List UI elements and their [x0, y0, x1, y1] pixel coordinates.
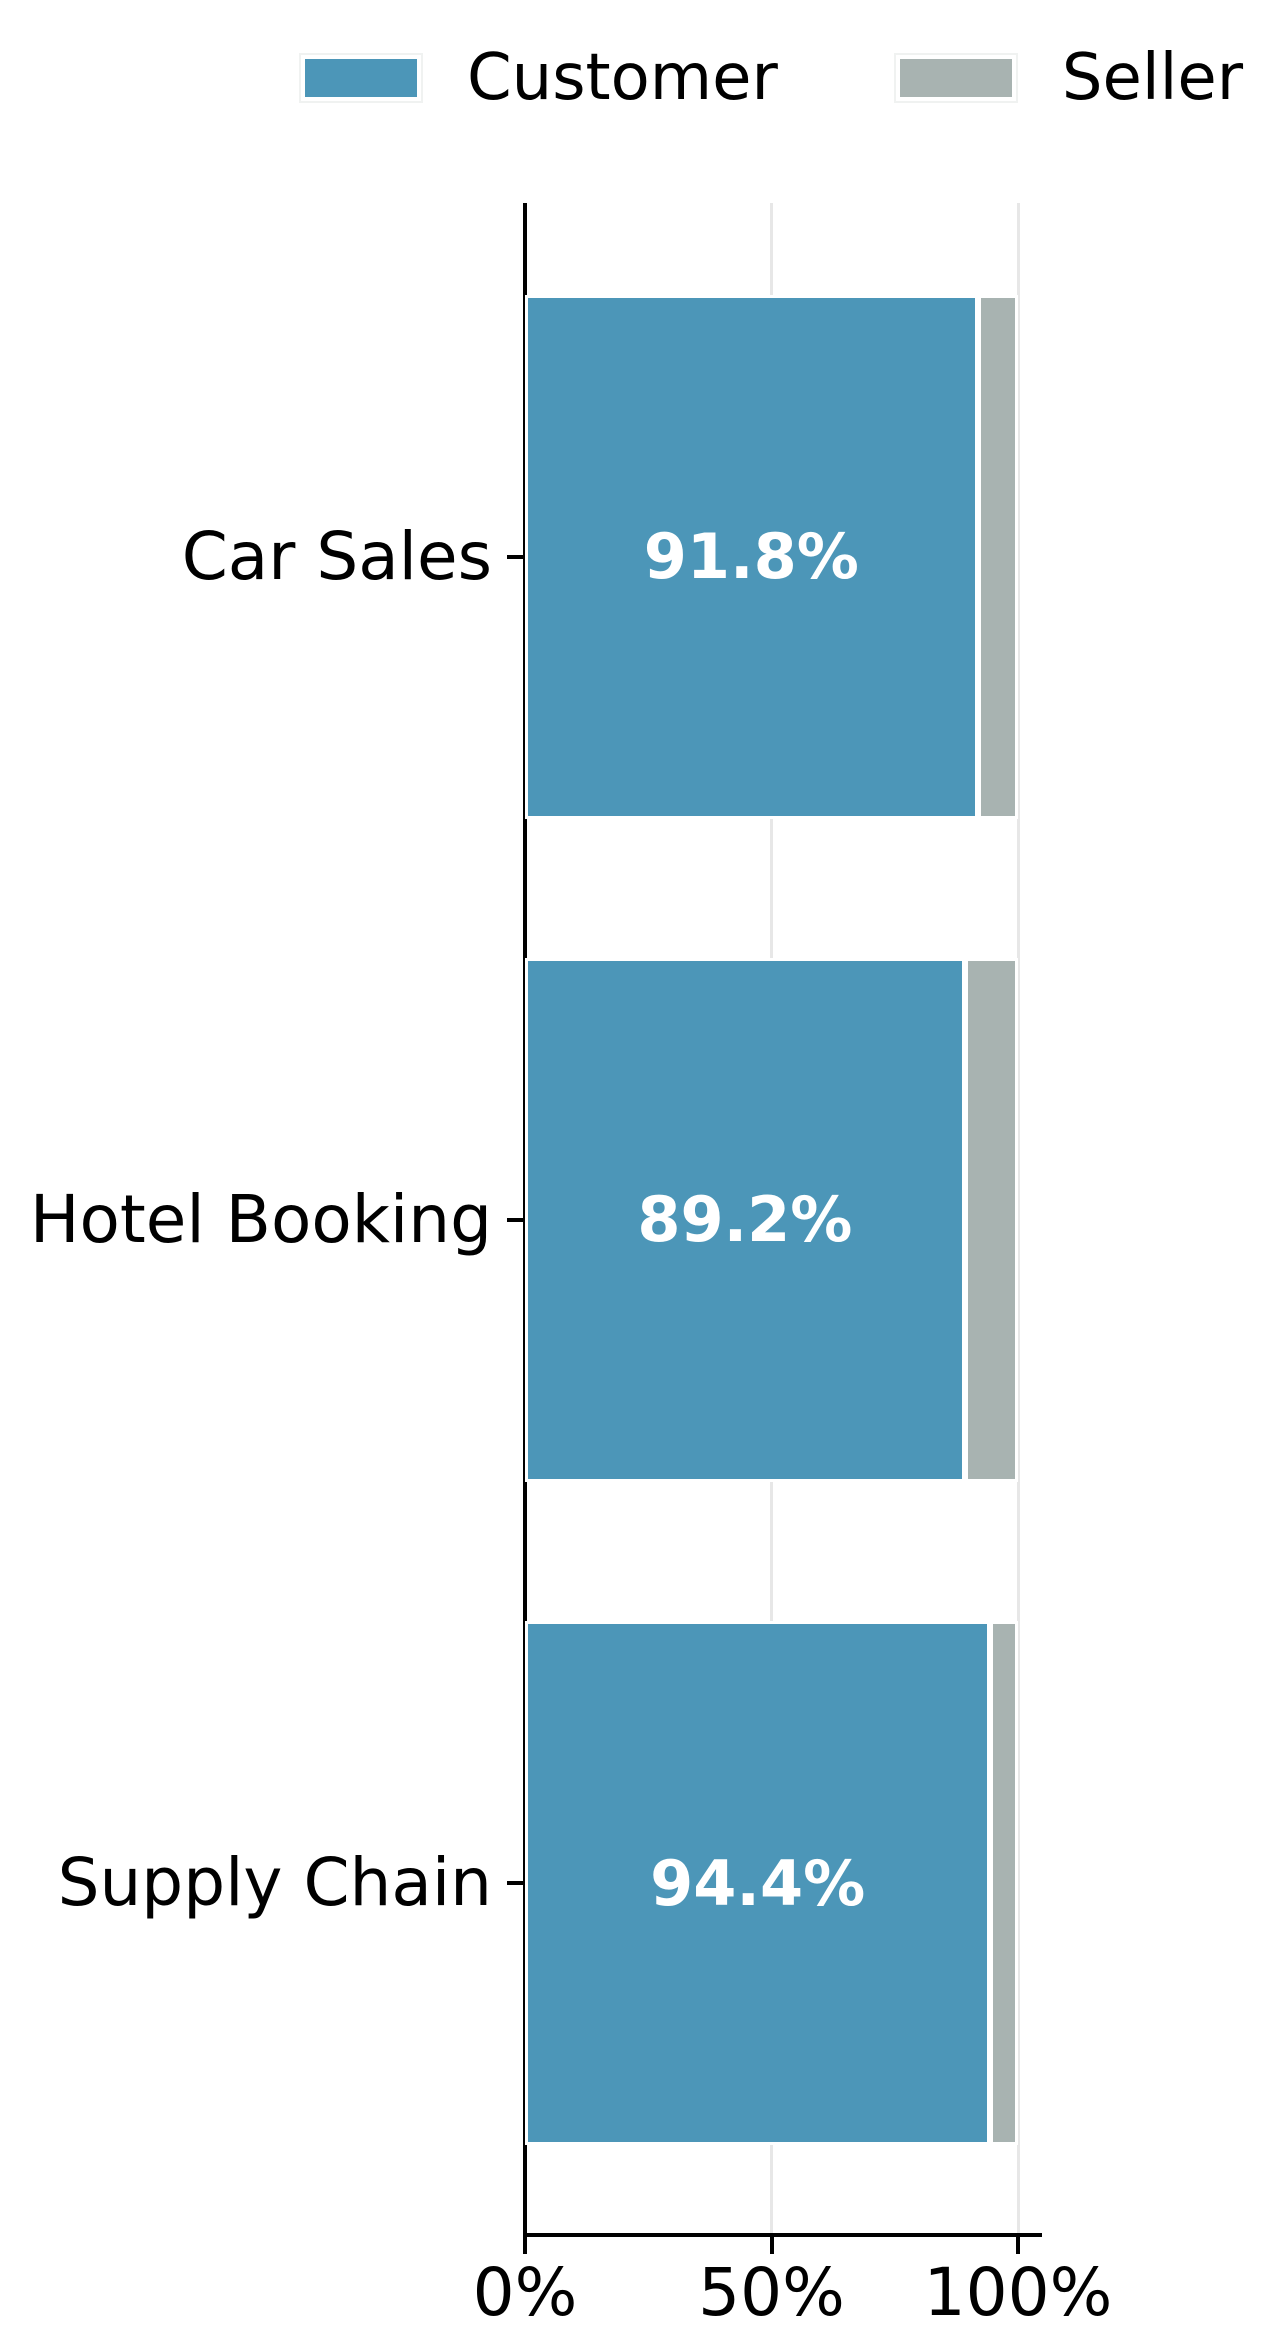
- legend-item-customer: Customer: [300, 38, 778, 118]
- bar-seller-3: [990, 1621, 1018, 2146]
- x-tick: [1016, 2237, 1020, 2254]
- bar-customer-1: [525, 294, 978, 819]
- y-tick-label-supply-chain: Supply Chain: [57, 1844, 492, 1922]
- seller-swatch: [895, 55, 1016, 101]
- y-tick: [507, 1217, 525, 1222]
- bar-value-label: 94.4%: [650, 1846, 866, 1920]
- legend-label-customer: Customer: [466, 41, 778, 115]
- x-tick-label-100pct: 100%: [923, 2254, 1113, 2331]
- customer-swatch: [300, 55, 421, 101]
- legend-label-seller: Seller: [1061, 41, 1244, 115]
- legend: Customer Seller: [300, 38, 1243, 118]
- bar-customer-3: [525, 1621, 991, 2146]
- y-tick: [507, 1881, 525, 1886]
- bar-value-label: 89.2%: [637, 1183, 853, 1257]
- x-tick-label-0pct: 0%: [472, 2254, 578, 2331]
- gridline-100pct: [1016, 203, 1020, 2235]
- legend-item-seller: Seller: [895, 38, 1244, 118]
- bar-seller-2: [964, 957, 1018, 1482]
- x-tick-label-50pct: 50%: [698, 2254, 845, 2331]
- bar-seller-1: [977, 294, 1018, 819]
- x-tick: [523, 2237, 527, 2254]
- x-tick: [769, 2237, 774, 2254]
- bar-value-label: 91.8%: [643, 520, 859, 594]
- x-axis-spine: [523, 2233, 1042, 2237]
- bar-customer-2: [525, 957, 965, 1482]
- y-tick-label-hotel-booking: Hotel Booking: [29, 1180, 492, 1258]
- y-tick: [507, 554, 525, 559]
- y-tick-label-car-sales: Car Sales: [181, 517, 492, 595]
